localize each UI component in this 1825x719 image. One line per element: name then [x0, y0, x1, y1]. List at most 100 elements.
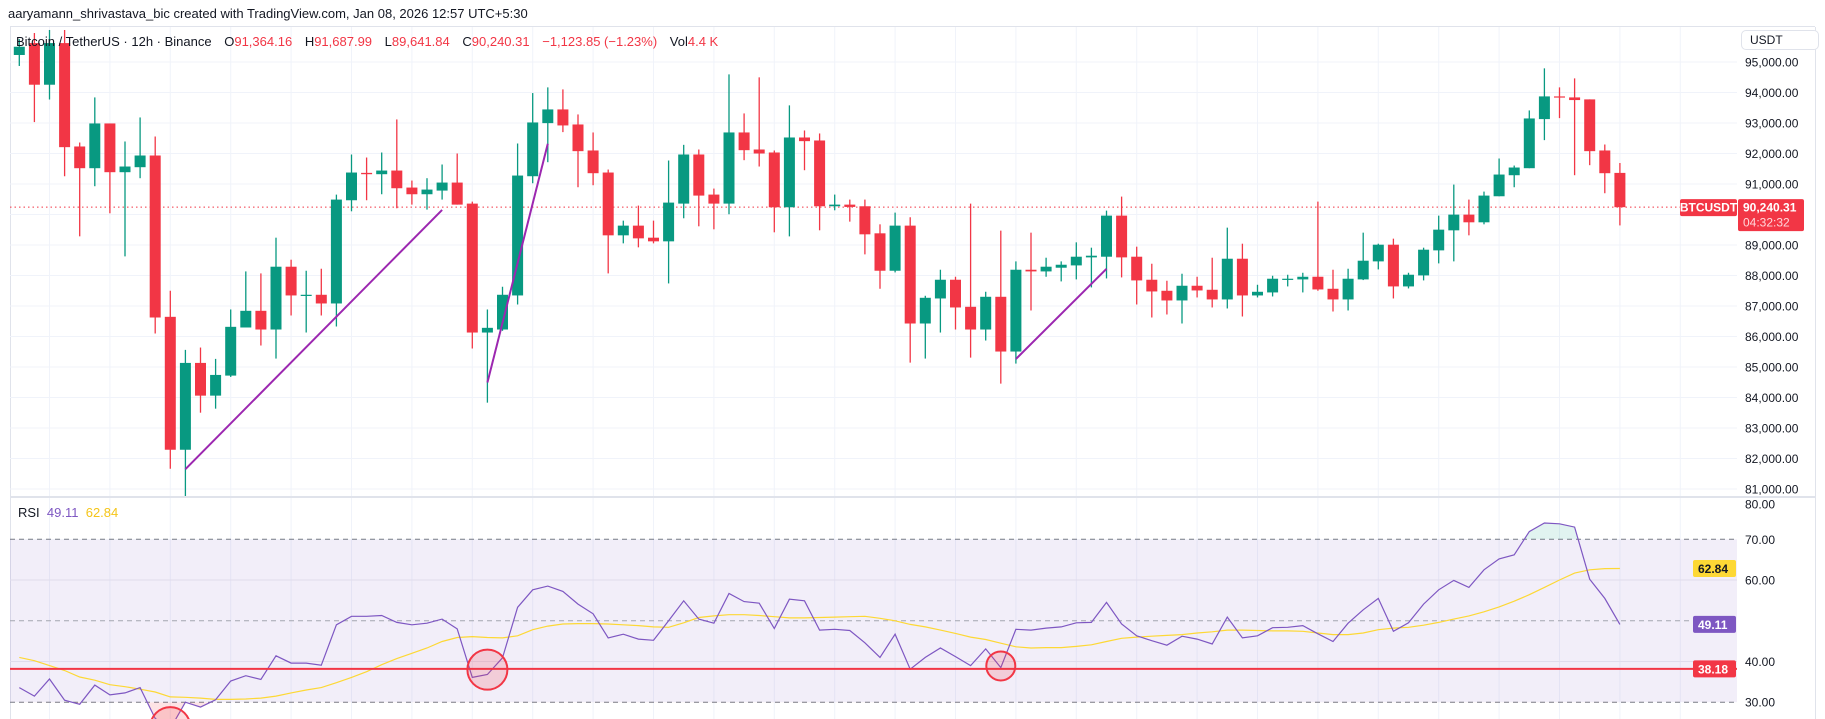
candle-body: [1146, 279, 1158, 292]
pane-separator[interactable]: [10, 496, 1815, 498]
rsi-point: [729, 593, 730, 594]
rsi-ma-point: [1619, 568, 1620, 569]
rsi-ma-point: [683, 622, 684, 623]
candle-body: [632, 225, 644, 239]
rsi-ma-point: [517, 635, 518, 636]
candle: [1372, 243, 1384, 270]
rsi-ma-point: [1589, 569, 1590, 570]
hline-axis-label-text: 38.18: [1698, 662, 1728, 676]
candle-body: [436, 182, 448, 191]
candle: [1493, 158, 1505, 197]
candle: [119, 141, 131, 257]
rsi-point: [774, 628, 775, 629]
price-axis-tick: 89,000.00: [1745, 239, 1799, 253]
candle-body: [1312, 276, 1324, 290]
candle-body: [89, 123, 101, 169]
candle: [995, 230, 1007, 384]
rsi-point: [1166, 645, 1167, 646]
candle: [13, 39, 25, 66]
candle: [59, 29, 71, 177]
trend-line-drawing[interactable]: [1015, 268, 1108, 360]
candle: [481, 309, 493, 403]
candle-body: [889, 225, 901, 271]
candle-body: [74, 146, 86, 169]
trend-line-drawing[interactable]: [184, 209, 443, 470]
rsi-point: [351, 616, 352, 617]
rsi-ma-point: [366, 671, 367, 672]
candle: [1176, 273, 1188, 324]
rsi-ma-point: [64, 670, 65, 671]
rsi-point: [230, 681, 231, 682]
rsi-legend: RSI 49.11 62.84: [18, 505, 118, 520]
rsi-ma-point: [1091, 644, 1092, 645]
candle: [648, 220, 659, 244]
circle-drawing[interactable]: [985, 650, 1017, 682]
candle: [1554, 87, 1565, 119]
candle: [195, 347, 206, 413]
rsi-ma-point: [321, 687, 322, 688]
price-pane[interactable]: [10, 26, 1816, 719]
rsi-ma-point: [940, 630, 941, 631]
candle: [451, 153, 463, 205]
candle-body: [844, 204, 856, 207]
currency-button[interactable]: USDT: [1741, 30, 1819, 50]
candle-body: [376, 170, 388, 175]
candle-body: [104, 123, 116, 173]
candle: [240, 271, 252, 328]
candle-body: [497, 294, 508, 330]
candle-body: [663, 202, 675, 242]
rsi-ma-point: [1438, 622, 1439, 623]
rsi-point: [1333, 641, 1334, 642]
rsi-point: [623, 634, 624, 635]
candle-body: [1493, 174, 1505, 197]
rsi-ma-point: [1212, 631, 1213, 632]
rsi-axis-tick: 80.00: [1745, 498, 1775, 512]
candle-body: [210, 374, 222, 396]
rsi-point: [396, 622, 397, 623]
candle: [950, 276, 961, 330]
candle-body: [1372, 244, 1384, 262]
candle-body: [421, 189, 433, 195]
candle-body: [1433, 229, 1445, 251]
low-label: L: [384, 34, 392, 49]
rsi-ma-point: [864, 616, 865, 617]
rsi-ma-point: [502, 637, 503, 638]
candle: [1025, 232, 1037, 311]
rsi-ma-point: [245, 698, 246, 699]
rsi-ma-point: [880, 618, 881, 619]
price-axis-tick: 83,000.00: [1745, 422, 1799, 436]
candle: [1614, 163, 1626, 226]
rsi-point: [1468, 587, 1469, 588]
rsi-ma-point: [1544, 587, 1545, 588]
candle: [602, 169, 614, 274]
rsi-ma-point: [608, 624, 609, 625]
candle: [74, 142, 86, 237]
rsi-ma-point: [1574, 573, 1575, 574]
candle-body: [1221, 258, 1233, 300]
candle: [1267, 275, 1279, 297]
candle-body: [512, 175, 524, 296]
rsi-title[interactable]: RSI: [18, 505, 40, 520]
candle-body: [1282, 278, 1294, 280]
price-axis[interactable]: 95,000.00 94,000.00 93,000.00 92,000.00 91,0…: [1680, 56, 1804, 710]
candle: [1403, 272, 1414, 289]
candle: [179, 349, 191, 496]
rsi-ma-point: [487, 637, 488, 638]
rsi-ma-point: [1227, 630, 1228, 631]
candle-body: [330, 199, 342, 304]
candle-body: [134, 155, 146, 168]
symbol-title[interactable]: Bitcoin / TetherUS · 12h · Binance: [16, 34, 212, 49]
rsi-ma-point: [1348, 634, 1349, 635]
rsi-point: [819, 630, 820, 631]
circle-drawing[interactable]: [150, 706, 190, 719]
rsi-axis-tick: 30.00: [1745, 696, 1775, 710]
price-axis-tick: 87,000.00: [1745, 300, 1799, 314]
trend-line-drawing[interactable]: [486, 143, 549, 383]
rsi-pane[interactable]: [10, 498, 1737, 719]
circle-drawing[interactable]: [466, 648, 509, 691]
candle-body: [1206, 289, 1218, 300]
rsi-point: [1287, 627, 1288, 628]
candle-body: [738, 132, 750, 151]
rsi-point: [1453, 580, 1454, 581]
